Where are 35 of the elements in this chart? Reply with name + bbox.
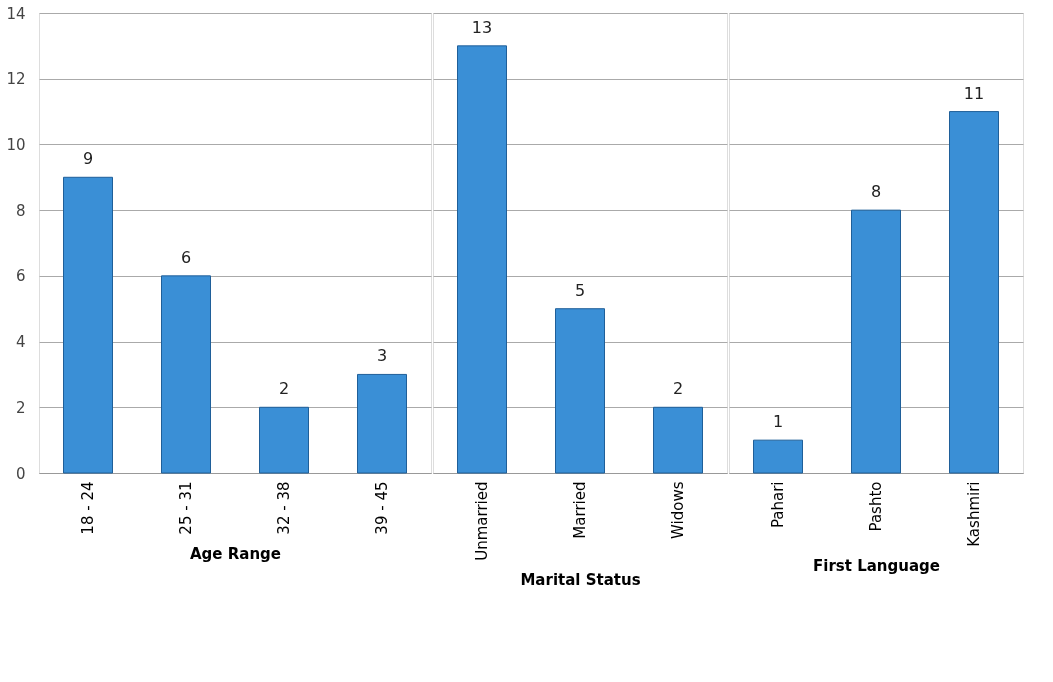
y-tick-label: 4 [15, 333, 26, 352]
data-label: 9 [82, 149, 94, 169]
x-tick-label: Pahari [769, 481, 787, 529]
y-tick-label: 0 [15, 464, 26, 483]
x-axis-title: First Language [813, 556, 940, 575]
x-tick-label: 18 - 24 [79, 481, 97, 535]
x-tick-label: 32 - 38 [275, 481, 293, 535]
data-label: 13 [471, 17, 493, 37]
bar [161, 275, 211, 474]
x-tick-label: Pashto [867, 481, 885, 532]
data-label: 1 [772, 412, 784, 432]
bar [357, 373, 407, 474]
data-label: 3 [376, 346, 388, 366]
y-tick-label: 6 [15, 267, 26, 286]
bar [63, 176, 113, 474]
x-tick-label: Married [571, 481, 589, 539]
y-tick-label: 12 [6, 70, 26, 89]
data-label: 5 [574, 280, 586, 300]
y-tick-label: 14 [6, 4, 26, 23]
x-tick-label: Widows [669, 481, 687, 539]
x-tick-label: Unmarried [473, 481, 491, 561]
data-label: 2 [672, 379, 684, 399]
x-axis-title: Age Range [189, 544, 282, 563]
x-axis-title: Marital Status [520, 570, 641, 589]
bar [259, 406, 309, 474]
data-label: 2 [278, 379, 290, 399]
x-tick-label: 25 - 31 [177, 481, 195, 535]
x-tick-label: 39 - 45 [373, 481, 391, 535]
y-tick-label: 10 [6, 135, 26, 154]
data-label: 8 [870, 182, 882, 202]
y-tick-label: 8 [15, 201, 26, 220]
data-label: 11 [963, 83, 985, 103]
y-tick-label: 2 [15, 398, 26, 417]
data-label: 6 [180, 247, 192, 267]
x-tick-label: Kashmiri [965, 481, 983, 547]
